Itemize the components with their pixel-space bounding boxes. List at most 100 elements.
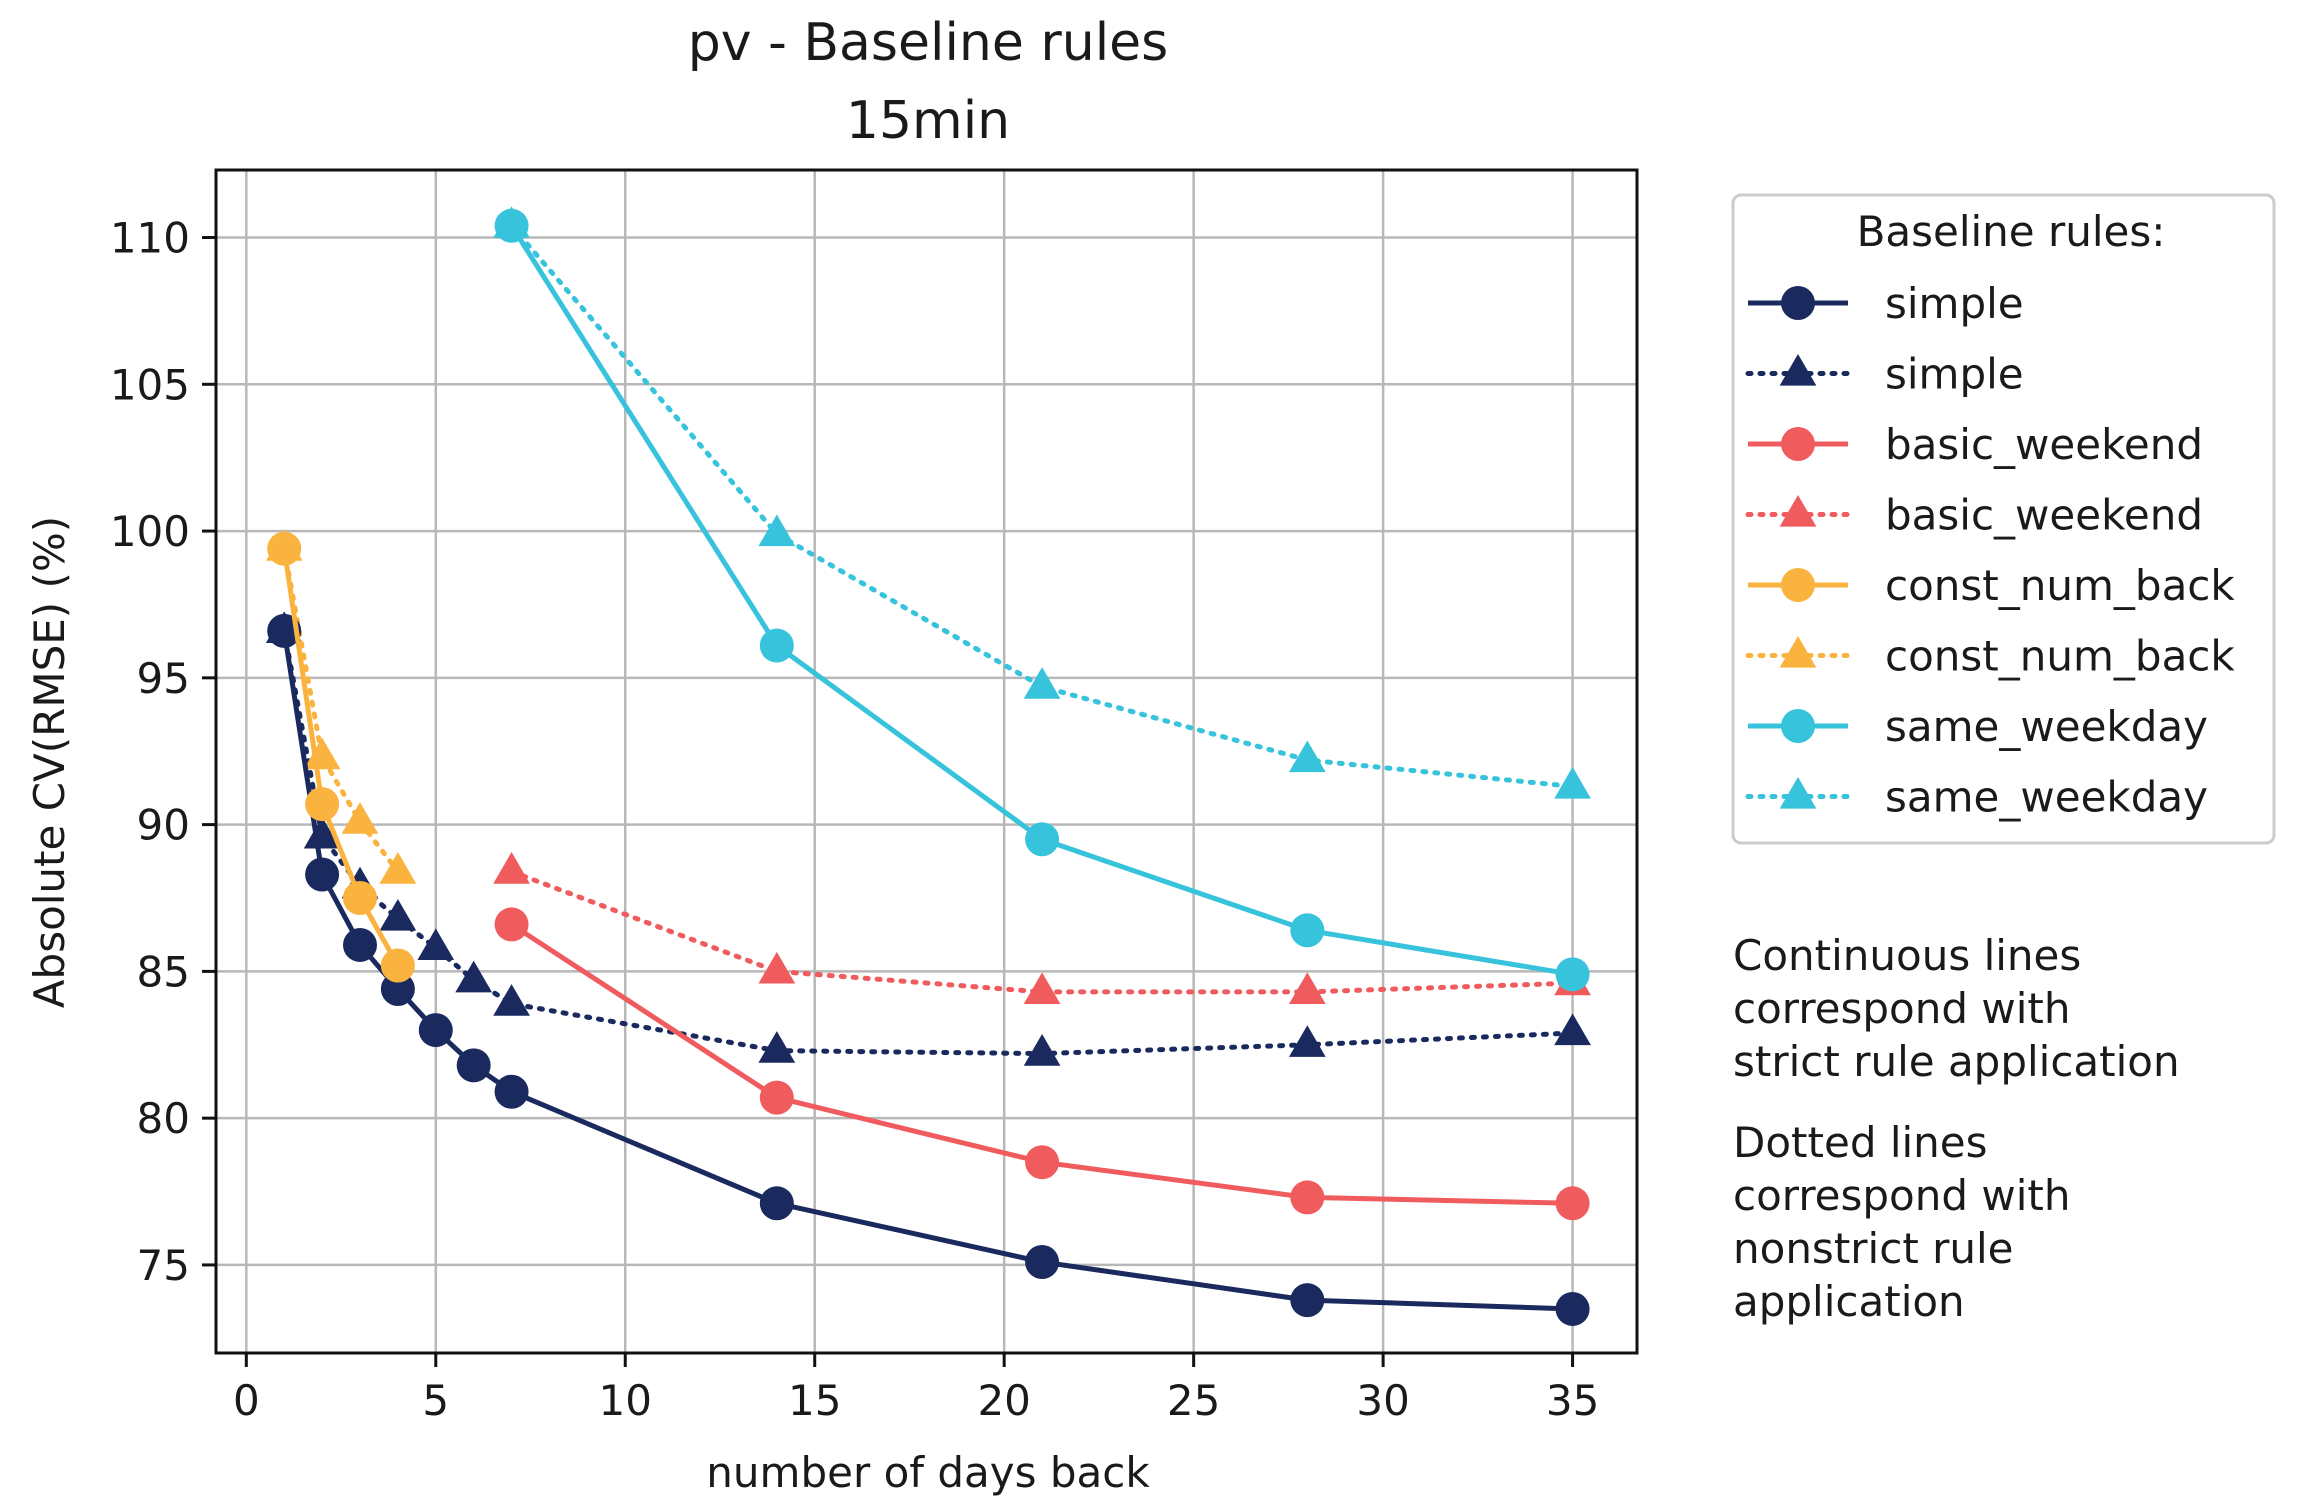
data-point [1288,1025,1326,1057]
data-point [759,1080,794,1115]
legend-marker [1779,353,1817,386]
legend-marker [1781,709,1815,743]
data-point [758,951,796,984]
data-point [1023,1034,1061,1066]
data-point [379,898,417,931]
x-tick-label: 0 [233,1376,260,1425]
y-axis-label: Absolute CV(RMSE) (%) [25,516,74,1008]
legend-label: basic_weekend [1885,420,2203,469]
legend-label: simple [1885,350,2024,399]
series-line [281,546,401,875]
x-tick-label: 15 [788,1376,841,1425]
legend-entry: same_weekday [1745,773,2208,822]
data-point [267,531,302,566]
series-same_weekday-solid [494,208,1590,992]
data-point [1023,667,1061,699]
data-point [455,960,493,993]
data-point [380,972,415,1006]
data-point [494,907,529,942]
y-tick-label: 105 [110,360,190,409]
data-point [1288,740,1326,773]
series-line [509,224,1573,977]
data-point [759,628,794,663]
data-point [759,1186,794,1221]
data-point [1554,1013,1591,1046]
data-point [493,984,530,1016]
legend-box [1731,193,2276,845]
legend-marker [1781,286,1815,320]
data-point [1554,766,1591,799]
series-line [281,548,401,967]
series-simple-dotted [265,611,1591,1066]
y-tick-label: 75 [137,1241,190,1290]
legend-entry: basic_weekend [1748,420,2203,469]
data-point [1555,1186,1590,1221]
legend-label: const_num_back [1885,561,2235,610]
data-point [1290,913,1325,948]
legend-marker [1779,776,1817,809]
data-point [341,802,379,834]
data-point [1023,972,1061,1005]
legend-label: same_weekday [1885,702,2208,751]
data-point [1555,1291,1590,1326]
x-tick-label: 25 [1167,1376,1220,1425]
legend-label: const_num_back [1885,632,2235,681]
data-point [494,1074,529,1109]
data-point [379,852,417,884]
legend-label: simple [1885,279,2024,328]
series-line [509,869,1576,995]
plot-frame [214,168,1639,1355]
annotation-line: strict rule application [1733,1037,2180,1086]
legend-marker [1781,427,1815,461]
series-simple-solid [267,613,1590,1326]
data-point [1555,957,1590,992]
data-point [303,737,341,770]
x-tick-label: 20 [977,1376,1030,1425]
legend-marker [1781,568,1815,602]
data-point [456,1048,491,1083]
data-point [1288,972,1326,1005]
data-point [380,948,415,983]
legend-marker [1779,494,1817,527]
legend-title: Baseline rules: [1857,207,2166,256]
legend-marker [1779,635,1817,668]
y-tick-label: 110 [110,214,190,263]
data-point [1025,822,1060,857]
annotation-line: correspond with [1733,1171,2070,1220]
data-point [1025,1245,1060,1279]
x-tick-label: 10 [599,1376,652,1425]
legend-entry: const_num_back [1745,632,2235,681]
x-tick-label: 5 [422,1376,449,1425]
data-point [342,927,377,962]
data-point [417,928,455,961]
legend-entry: simple [1745,350,2024,399]
data-point [758,1031,796,1063]
series-line [509,223,1576,789]
annotation-line: nonstrict rule [1733,1224,2014,1273]
legend-label: basic_weekend [1885,491,2203,540]
annotation-line: Dotted lines [1733,1118,1988,1167]
data-point [342,881,377,915]
data-point [305,787,340,822]
series-same_weekday-dotted [493,206,1591,799]
grid [216,170,1637,1353]
chart-subtitle: 15min [846,91,1010,151]
data-point [418,1013,453,1048]
data-point [1025,1145,1060,1180]
legend: Baseline rules: simple simple basic_weekend… [1731,193,2276,845]
annotation-line: Continuous lines [1733,931,2081,980]
y-tick-label: 100 [110,507,190,556]
series-const_num_back-solid [267,531,415,983]
data-point [305,857,340,892]
data-point [494,208,529,243]
legend-entry: const_num_back [1748,561,2235,610]
axes: 0 5 10 15 20 25 30 35 75 80 85 90 95 100 105 110 [110,214,1599,1425]
annotation-line: correspond with [1733,984,2070,1033]
legend-entry: same_weekday [1748,702,2208,751]
x-tick-label: 30 [1356,1376,1409,1425]
data-point [758,514,796,547]
legend-entry: simple [1748,279,2024,328]
